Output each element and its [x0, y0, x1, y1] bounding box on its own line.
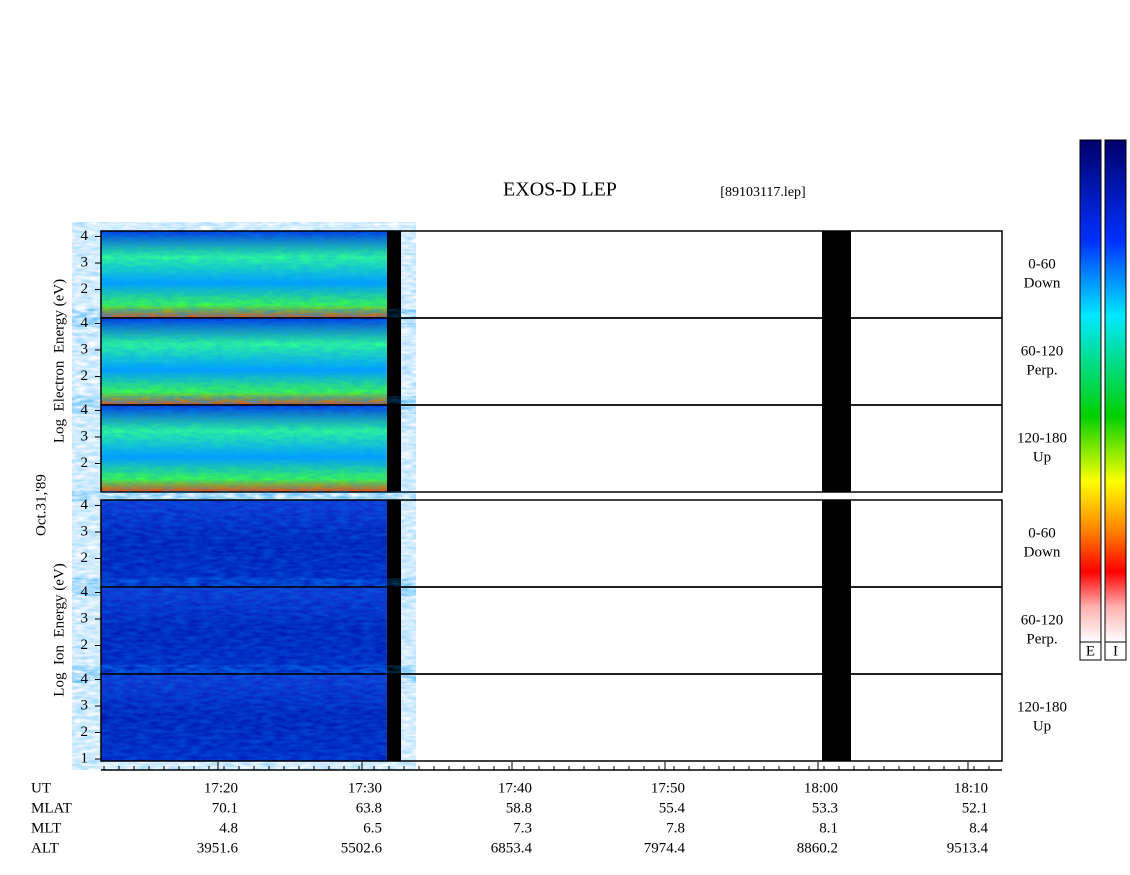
direction: Down: [1024, 275, 1061, 291]
ephemeris-value: 58.8: [506, 800, 532, 816]
spectrogram-texture: [101, 318, 387, 405]
colorbar: [1079, 139, 1102, 643]
data-gap: [822, 674, 851, 761]
ephemeris-value: 63.8: [356, 800, 382, 816]
ephemeris-value: 7.3: [513, 820, 532, 836]
ephemeris-value: 6.5: [363, 820, 382, 836]
y-tick-label: 3: [81, 254, 89, 270]
axis-label: Log Ion Energy (eV): [51, 563, 67, 696]
y-tick-label: 4: [81, 497, 89, 513]
ephemeris-value: 17:40: [498, 780, 532, 796]
pitch-angle: 60-120: [1021, 343, 1064, 359]
y-tick-label: 2: [81, 281, 89, 297]
y-tick-label: 2: [81, 724, 89, 740]
colorbar-label: E: [1086, 643, 1095, 659]
data-gap: [387, 587, 401, 674]
y-tick-label: 2: [81, 637, 89, 653]
data-gap: [822, 231, 851, 318]
y-tick-label: 4: [81, 228, 89, 244]
ephemeris-value: 17:50: [651, 780, 685, 796]
ephemeris-value: 55.4: [659, 800, 686, 816]
ephemeris-value: 7974.4: [644, 840, 686, 856]
y-tick-label: 4: [81, 315, 89, 331]
row-label: MLT: [31, 820, 61, 836]
ephemeris-value: 6853.4: [491, 840, 533, 856]
axis-label: Log Electron Energy (eV): [51, 279, 67, 443]
data-gap: [387, 405, 401, 492]
ephemeris-value: 8.4: [969, 820, 988, 836]
date: Oct.31,'89: [33, 474, 49, 536]
ephemeris-value: 9513.4: [947, 840, 989, 856]
pitch-angle: 120-180: [1017, 430, 1067, 446]
y-tick-label: 3: [81, 523, 89, 539]
y-tick-label: 2: [81, 550, 89, 566]
direction: Up: [1033, 449, 1051, 465]
data-gap: [822, 405, 851, 492]
direction: Perp.: [1026, 631, 1057, 647]
colorbar-label: I: [1113, 643, 1118, 659]
ephemeris-value: 53.3: [812, 800, 838, 816]
row-label: ALT: [31, 840, 59, 856]
spectrogram-texture: [101, 405, 387, 492]
y-tick-label: 4: [81, 402, 89, 418]
pitch-angle: 60-120: [1021, 612, 1064, 628]
direction: Perp.: [1026, 362, 1057, 378]
ephemeris-value: 17:30: [348, 780, 382, 796]
row-label: UT: [31, 780, 51, 796]
y-tick-label: 2: [81, 455, 89, 471]
row-label: MLAT: [31, 800, 72, 816]
ephemeris-value: 3951.6: [197, 840, 239, 856]
ephemeris-value: 8860.2: [797, 840, 838, 856]
ephemeris-value: 52.1: [962, 800, 988, 816]
direction: Down: [1024, 544, 1061, 560]
y-tick-label: 4: [81, 671, 89, 687]
data-gap: [387, 231, 401, 318]
ephemeris-value: 17:20: [204, 780, 238, 796]
file-name: [89103117.lep]: [720, 185, 805, 200]
data-gap: [822, 318, 851, 405]
ephemeris-value: 5502.6: [341, 840, 383, 856]
data-gap: [387, 500, 401, 587]
data-gap: [387, 318, 401, 405]
ephemeris-value: 7.8: [666, 820, 685, 836]
ephemeris-value: 18:10: [954, 780, 988, 796]
ephemeris-value: 70.1: [212, 800, 238, 816]
data-gap: [822, 500, 851, 587]
spectrogram-texture: [101, 231, 387, 318]
panel-frame: [100, 673, 1003, 762]
y-tick-label: 3: [81, 697, 89, 713]
spectrogram-texture: [101, 500, 387, 587]
ephemeris-value: 18:00: [804, 780, 838, 796]
y-tick-label: 3: [81, 428, 89, 444]
y-tick-label: 1: [81, 750, 89, 766]
data-gap: [822, 587, 851, 674]
ephemeris-value: 8.1: [819, 820, 838, 836]
spectrogram-texture: [101, 674, 387, 761]
title: EXOS-D LEP: [503, 179, 617, 201]
ephemeris-value: 4.8: [219, 820, 238, 836]
spectrogram-texture: [101, 587, 387, 674]
pitch-angle: 0-60: [1028, 525, 1056, 541]
colorbar-label-box: [1079, 641, 1102, 661]
colorbar-label-box: [1104, 641, 1127, 661]
y-tick-label: 3: [81, 341, 89, 357]
pitch-angle: 0-60: [1028, 256, 1056, 272]
y-tick-label: 4: [81, 584, 89, 600]
colorbar: [1104, 139, 1127, 643]
y-tick-label: 3: [81, 610, 89, 626]
panel-frame: [100, 404, 1003, 493]
y-tick-label: 2: [81, 368, 89, 384]
data-gap: [387, 674, 401, 761]
direction: Up: [1033, 718, 1051, 734]
pitch-angle: 120-180: [1017, 699, 1067, 715]
